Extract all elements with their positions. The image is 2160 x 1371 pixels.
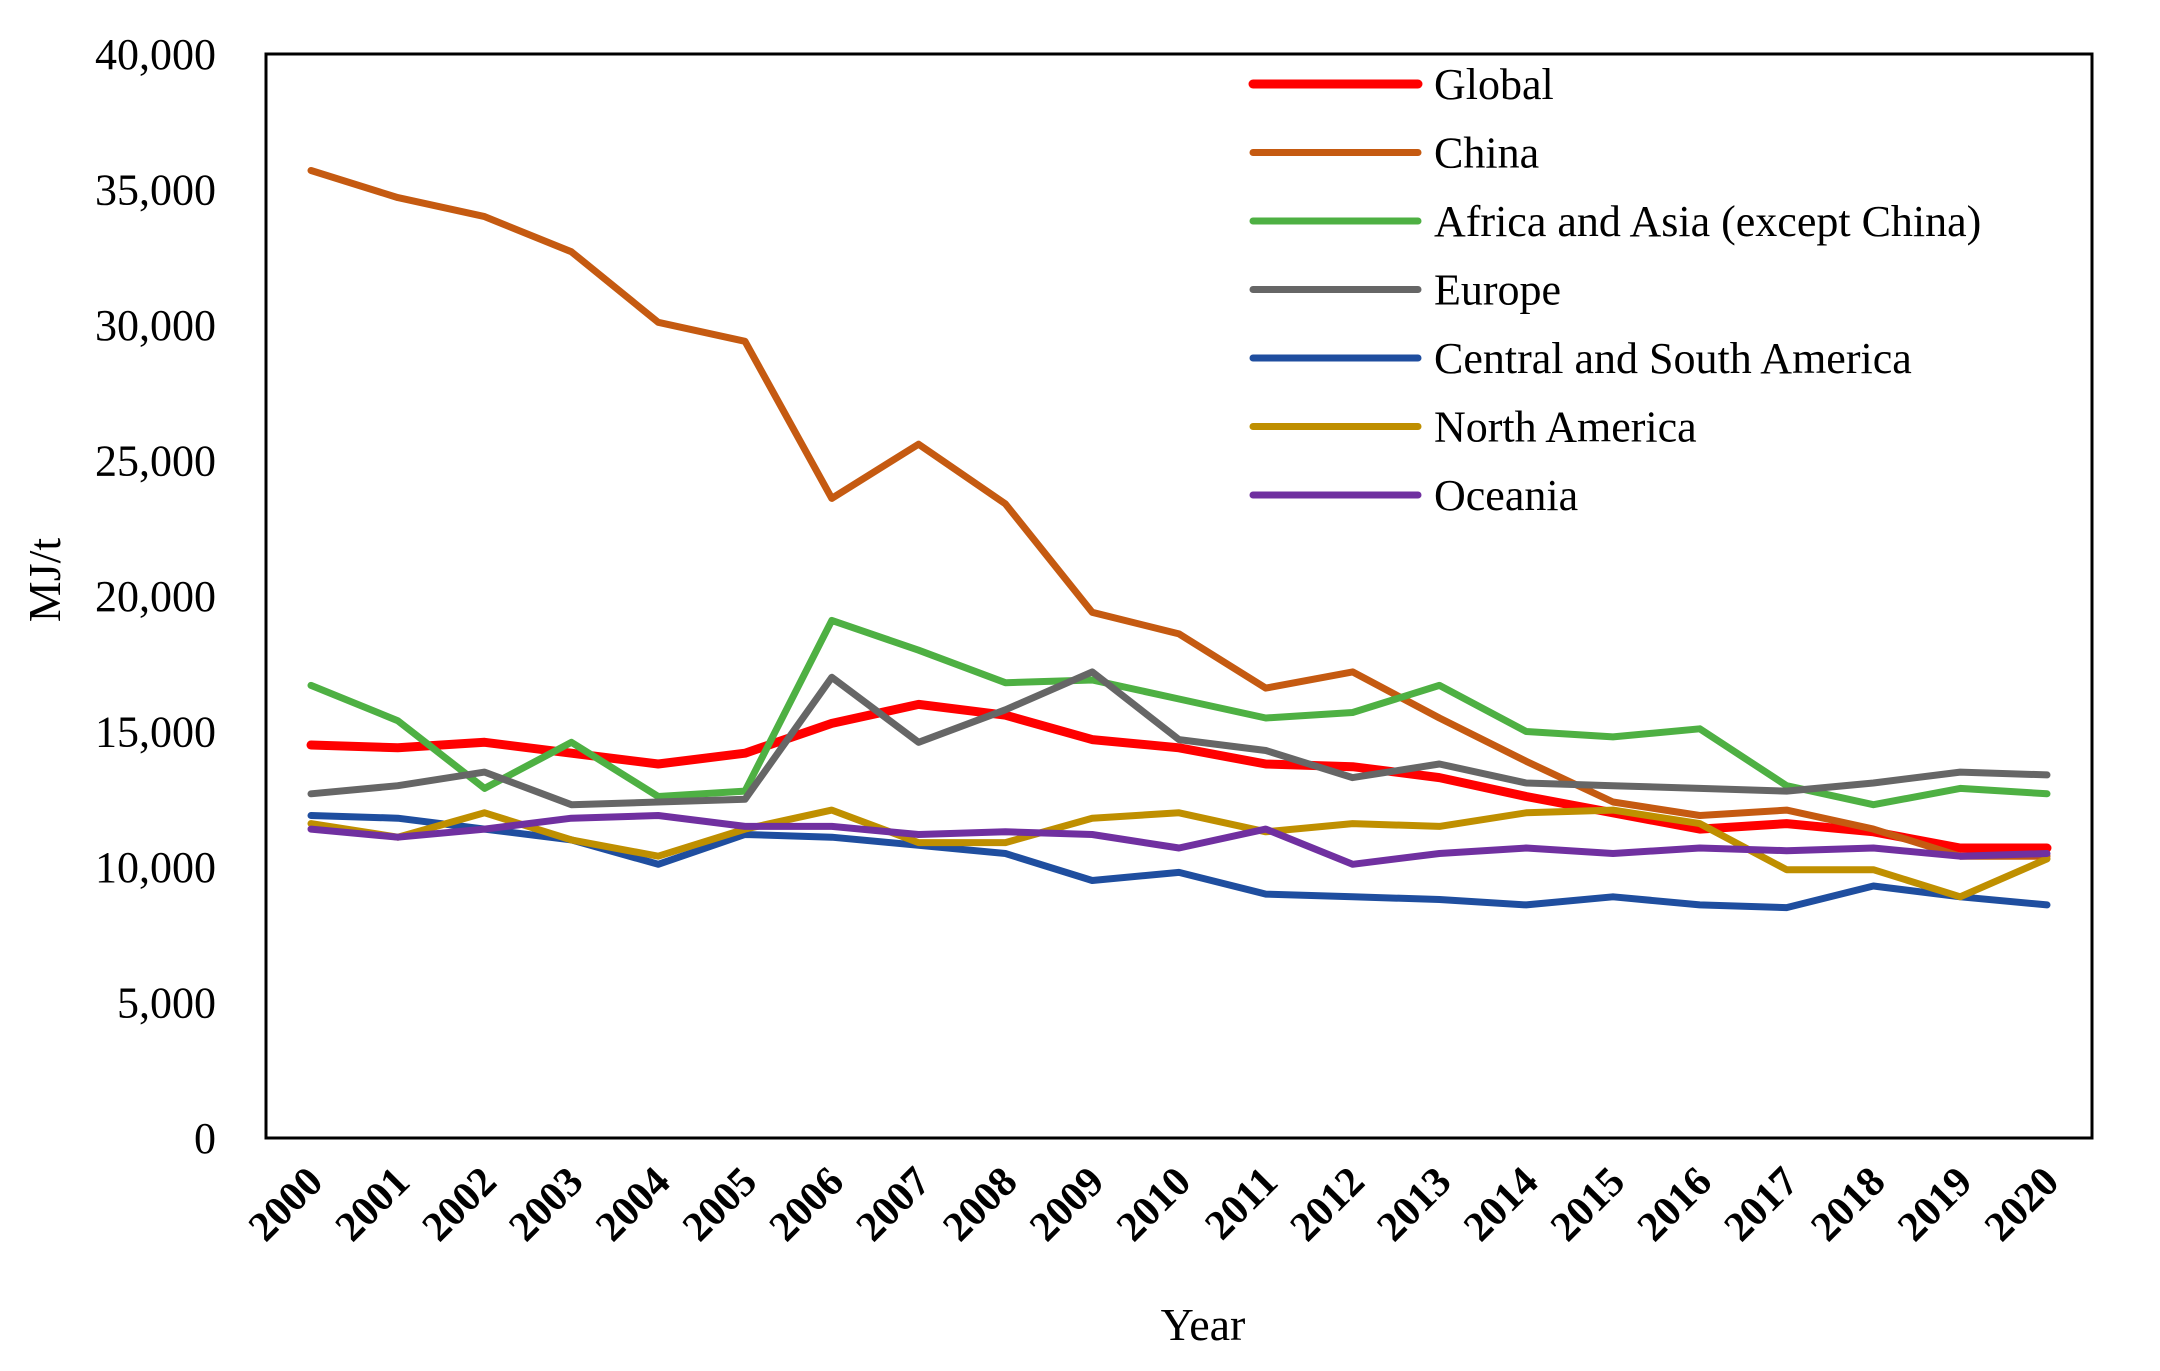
series-line-china (307, 167, 2051, 860)
x-axis-title: Year (1161, 1299, 1246, 1350)
y-axis-ticks: 0 5,000 10,000 15,000 20,000 25,000 30,000 35,0… (95, 30, 216, 1163)
series-line-north-america (307, 806, 2051, 901)
y-tick-label: 35,000 (95, 166, 216, 215)
y-axis-title: MJ/t (19, 538, 70, 623)
y-tick-label: 10,000 (95, 843, 216, 892)
legend: Global China Africa and Asia (except China… (1248, 60, 1981, 520)
y-tick-label: 0 (194, 1114, 216, 1163)
series-line-europe (307, 668, 2051, 809)
series-lines (306, 167, 2052, 912)
legend-label-oceania: Oceania (1434, 471, 1578, 520)
legend-label-central-and-south-america: Central and South America (1434, 334, 1912, 383)
y-tick-label: 5,000 (117, 979, 216, 1028)
y-tick-label: 25,000 (95, 437, 216, 486)
legend-label-china: China (1434, 129, 1539, 178)
y-tick-label: 40,000 (95, 30, 216, 79)
legend-label-africa-and-asia-except-china: Africa and Asia (except China) (1434, 197, 1981, 246)
y-tick-label: 15,000 (95, 708, 216, 757)
legend-label-europe: Europe (1434, 266, 1561, 315)
y-tick-label: 30,000 (95, 301, 216, 350)
y-tick-label: 20,000 (95, 572, 216, 621)
series-line-africa-and-asia-except-china (307, 616, 2051, 809)
plot-area (264, 52, 2094, 1140)
series-line-oceania (307, 812, 2051, 868)
legend-label-north-america: North America (1434, 403, 1697, 452)
legend-label-global: Global (1434, 60, 1554, 109)
